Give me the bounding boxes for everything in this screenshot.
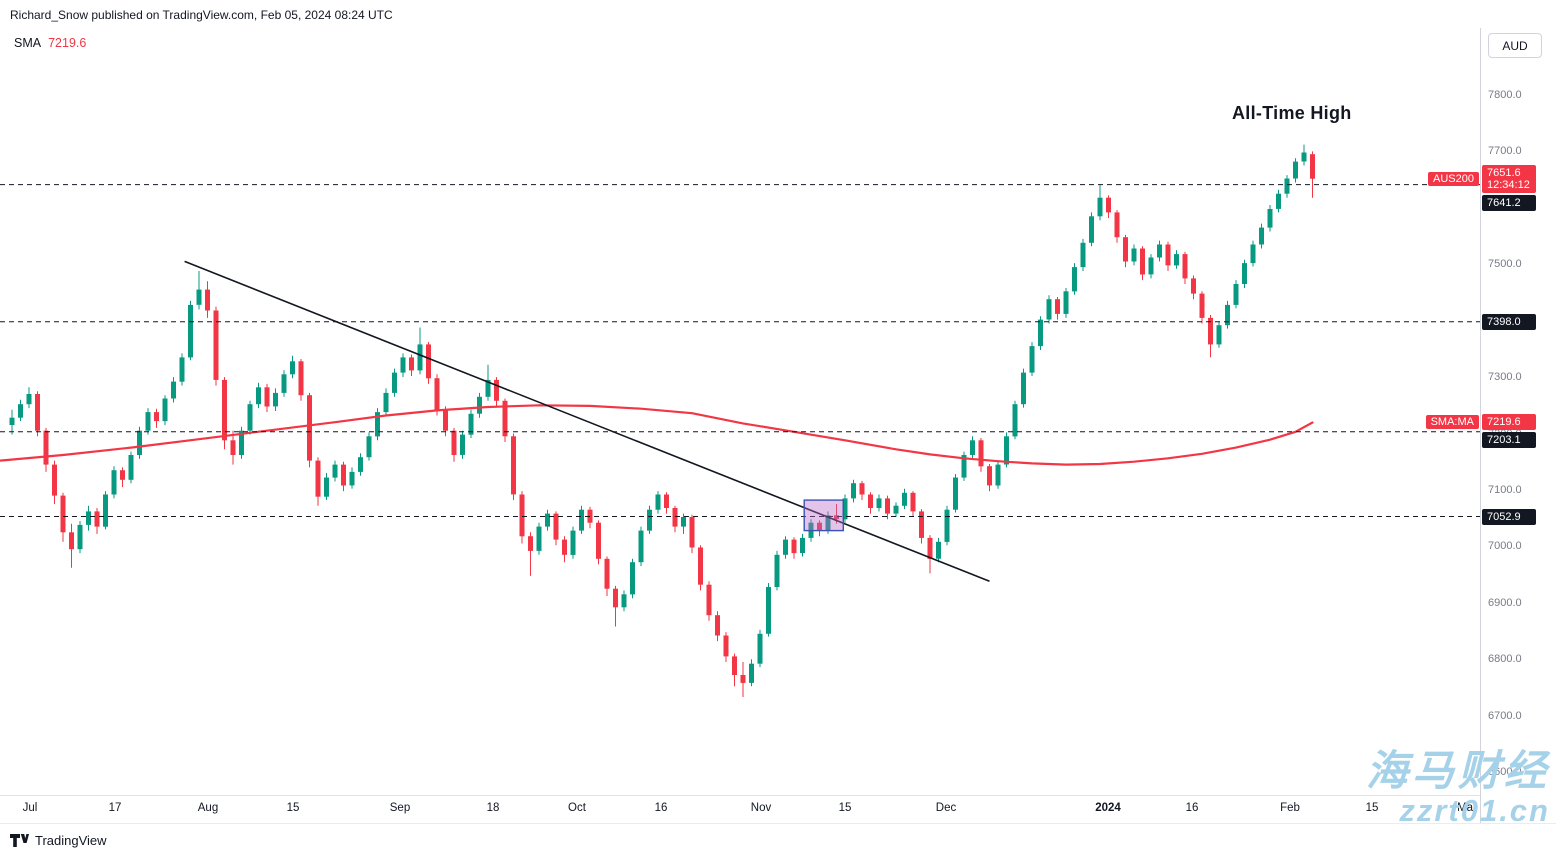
time-label: 15 [1365, 802, 1379, 814]
trendline [184, 260, 990, 583]
time-label: Nov [750, 802, 772, 814]
time-label: 2024 [1095, 802, 1121, 814]
time-label: Feb [1280, 802, 1300, 814]
price-badge: 7641.2 [1482, 194, 1536, 211]
price-badge: 7398.0 [1482, 313, 1536, 330]
time-axis[interactable]: Jul 17 Aug 15 Sep 18 Oct 16 Nov 15 Dec 2024 16 Feb 15 M… [0, 795, 1480, 823]
time-label: Mar [1457, 802, 1477, 814]
price-tick: 6800.0 [1488, 653, 1522, 666]
price-badge: 7219.6 [1482, 414, 1536, 431]
price-tick: 7000.0 [1488, 540, 1522, 553]
price-tick: 6600.0 [1488, 766, 1522, 779]
price-axis[interactable]: AUD 7800.07700.07600.07500.07400.07300.0… [1480, 28, 1556, 823]
time-label: 18 [486, 802, 500, 814]
sma-indicator-value: 7219.6 [48, 36, 87, 50]
highlight-box [803, 499, 845, 532]
chart-price-label: SMA:MA [1425, 415, 1479, 430]
price-chart[interactable] [0, 28, 1480, 795]
tradingview-logo-icon[interactable] [10, 833, 29, 848]
watermark-line2: zzrt01.cn [1399, 793, 1550, 829]
indicator-legend[interactable]: SMA 7219.6 [14, 36, 86, 50]
time-label: 15 [286, 802, 300, 814]
price-tick: 6700.0 [1488, 709, 1522, 722]
time-label: Aug [197, 802, 219, 814]
price-tick: 7800.0 [1488, 89, 1522, 101]
footer-bar: TradingView [0, 823, 1556, 857]
time-label: 16 [1185, 802, 1199, 814]
time-label: 15 [838, 802, 852, 814]
price-badge: 7651.6 12:34:12 [1482, 164, 1536, 193]
time-label: Jul [22, 802, 38, 814]
all-time-high-annotation: All-Time High [1232, 103, 1352, 123]
publish-info: Richard_Snow published on TradingView.co… [10, 8, 393, 22]
candles-layer [9, 144, 1315, 697]
horizontal-price-lines [0, 184, 1480, 517]
time-label: 17 [108, 802, 122, 814]
time-label: Oct [568, 802, 586, 814]
time-label: 16 [654, 802, 668, 814]
price-badge: 7203.1 [1482, 432, 1536, 449]
price-tick: 7300.0 [1488, 371, 1522, 384]
watermark-line1: 海马财经 [1365, 747, 1550, 794]
price-tick: 7100.0 [1488, 483, 1522, 496]
currency-button[interactable]: AUD [1488, 33, 1542, 58]
price-tick: 7500.0 [1488, 258, 1522, 271]
tradingview-brand-text[interactable]: TradingView [35, 833, 107, 848]
chart-price-label: AUS200 [1428, 171, 1479, 186]
sma-indicator-label: SMA [14, 36, 42, 50]
watermark: 海马财经 zzrt01.cn [1365, 747, 1550, 829]
price-tick: 7700.0 [1488, 145, 1522, 158]
price-badge: 7052.9 [1482, 508, 1536, 525]
time-label: Dec [935, 802, 957, 814]
time-label: Sep [389, 802, 411, 814]
sma-line [0, 404, 1314, 466]
price-tick: 6900.0 [1488, 596, 1522, 609]
